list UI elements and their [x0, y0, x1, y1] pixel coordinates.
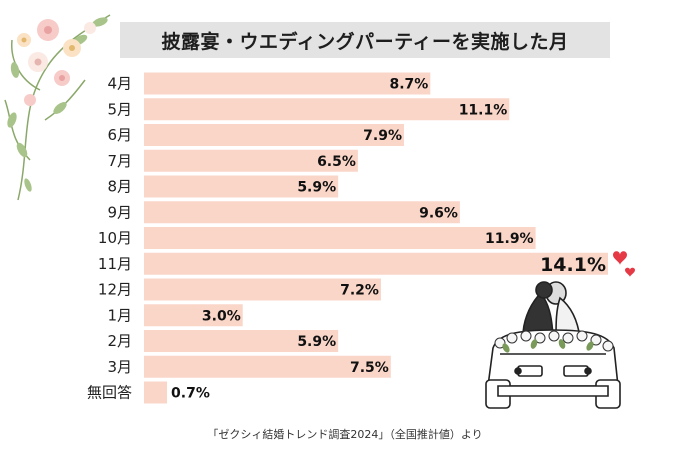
category-label-8: 12月 — [98, 281, 132, 299]
bar-11 — [144, 355, 391, 378]
value-label-3: 6.5% — [317, 154, 356, 170]
bar-chart: 4月 8.7% 5月 11.1% 6月 7.9% 7月 6.5% 8月 5.9% 9月 9.6% 10月… — [87, 72, 608, 404]
bar-3 — [144, 149, 358, 172]
value-label-11: 7.5% — [350, 360, 389, 376]
value-label-1: 11.1% — [459, 102, 508, 118]
value-label-8: 7.2% — [340, 283, 379, 299]
value-label-5: 9.6% — [419, 205, 458, 221]
bar-9 — [144, 304, 243, 327]
value-label-9: 3.0% — [202, 308, 241, 324]
category-label-12: 無回答 — [87, 384, 132, 402]
category-label-10: 2月 — [107, 332, 132, 350]
bar-1 — [144, 98, 510, 121]
bar-7 — [144, 252, 608, 275]
hearts-icon — [613, 251, 635, 277]
category-label-5: 9月 — [107, 203, 132, 221]
bar-2 — [144, 124, 404, 146]
category-label-7: 11月 — [98, 255, 132, 273]
category-label-1: 5月 — [107, 100, 132, 118]
wedding-car-illustration — [485, 281, 621, 409]
value-label-2: 7.9% — [363, 128, 402, 144]
source-note: 「ゼクシィ結婚トレンド調査2024」（全国推計値）より — [207, 428, 483, 441]
floral-corner-icon — [4, 14, 111, 201]
bar-8 — [144, 278, 381, 301]
value-label-0: 8.7% — [389, 77, 428, 93]
bar-5 — [144, 201, 460, 224]
bar-10 — [144, 330, 339, 352]
category-label-0: 4月 — [107, 75, 132, 93]
category-label-9: 1月 — [107, 306, 132, 324]
bar-6 — [144, 227, 536, 249]
category-label-2: 6月 — [107, 126, 132, 144]
category-label-3: 7月 — [107, 152, 132, 170]
bar-0 — [144, 72, 431, 95]
category-label-11: 3月 — [107, 358, 132, 376]
value-label-6: 11.9% — [485, 231, 534, 247]
category-label-4: 8月 — [107, 178, 132, 196]
chart-title-bar: 披露宴・ウエディングパーティーを実施した月 — [120, 22, 610, 58]
chart-title: 披露宴・ウエディングパーティーを実施した月 — [161, 30, 569, 53]
category-label-6: 10月 — [98, 229, 132, 247]
value-label-7: 14.1% — [540, 254, 606, 276]
bar-4 — [144, 175, 339, 198]
bar-12 — [144, 381, 168, 404]
value-label-10: 5.9% — [297, 334, 336, 350]
value-label-12: 0.7% — [171, 386, 210, 402]
value-label-4: 5.9% — [297, 180, 336, 196]
